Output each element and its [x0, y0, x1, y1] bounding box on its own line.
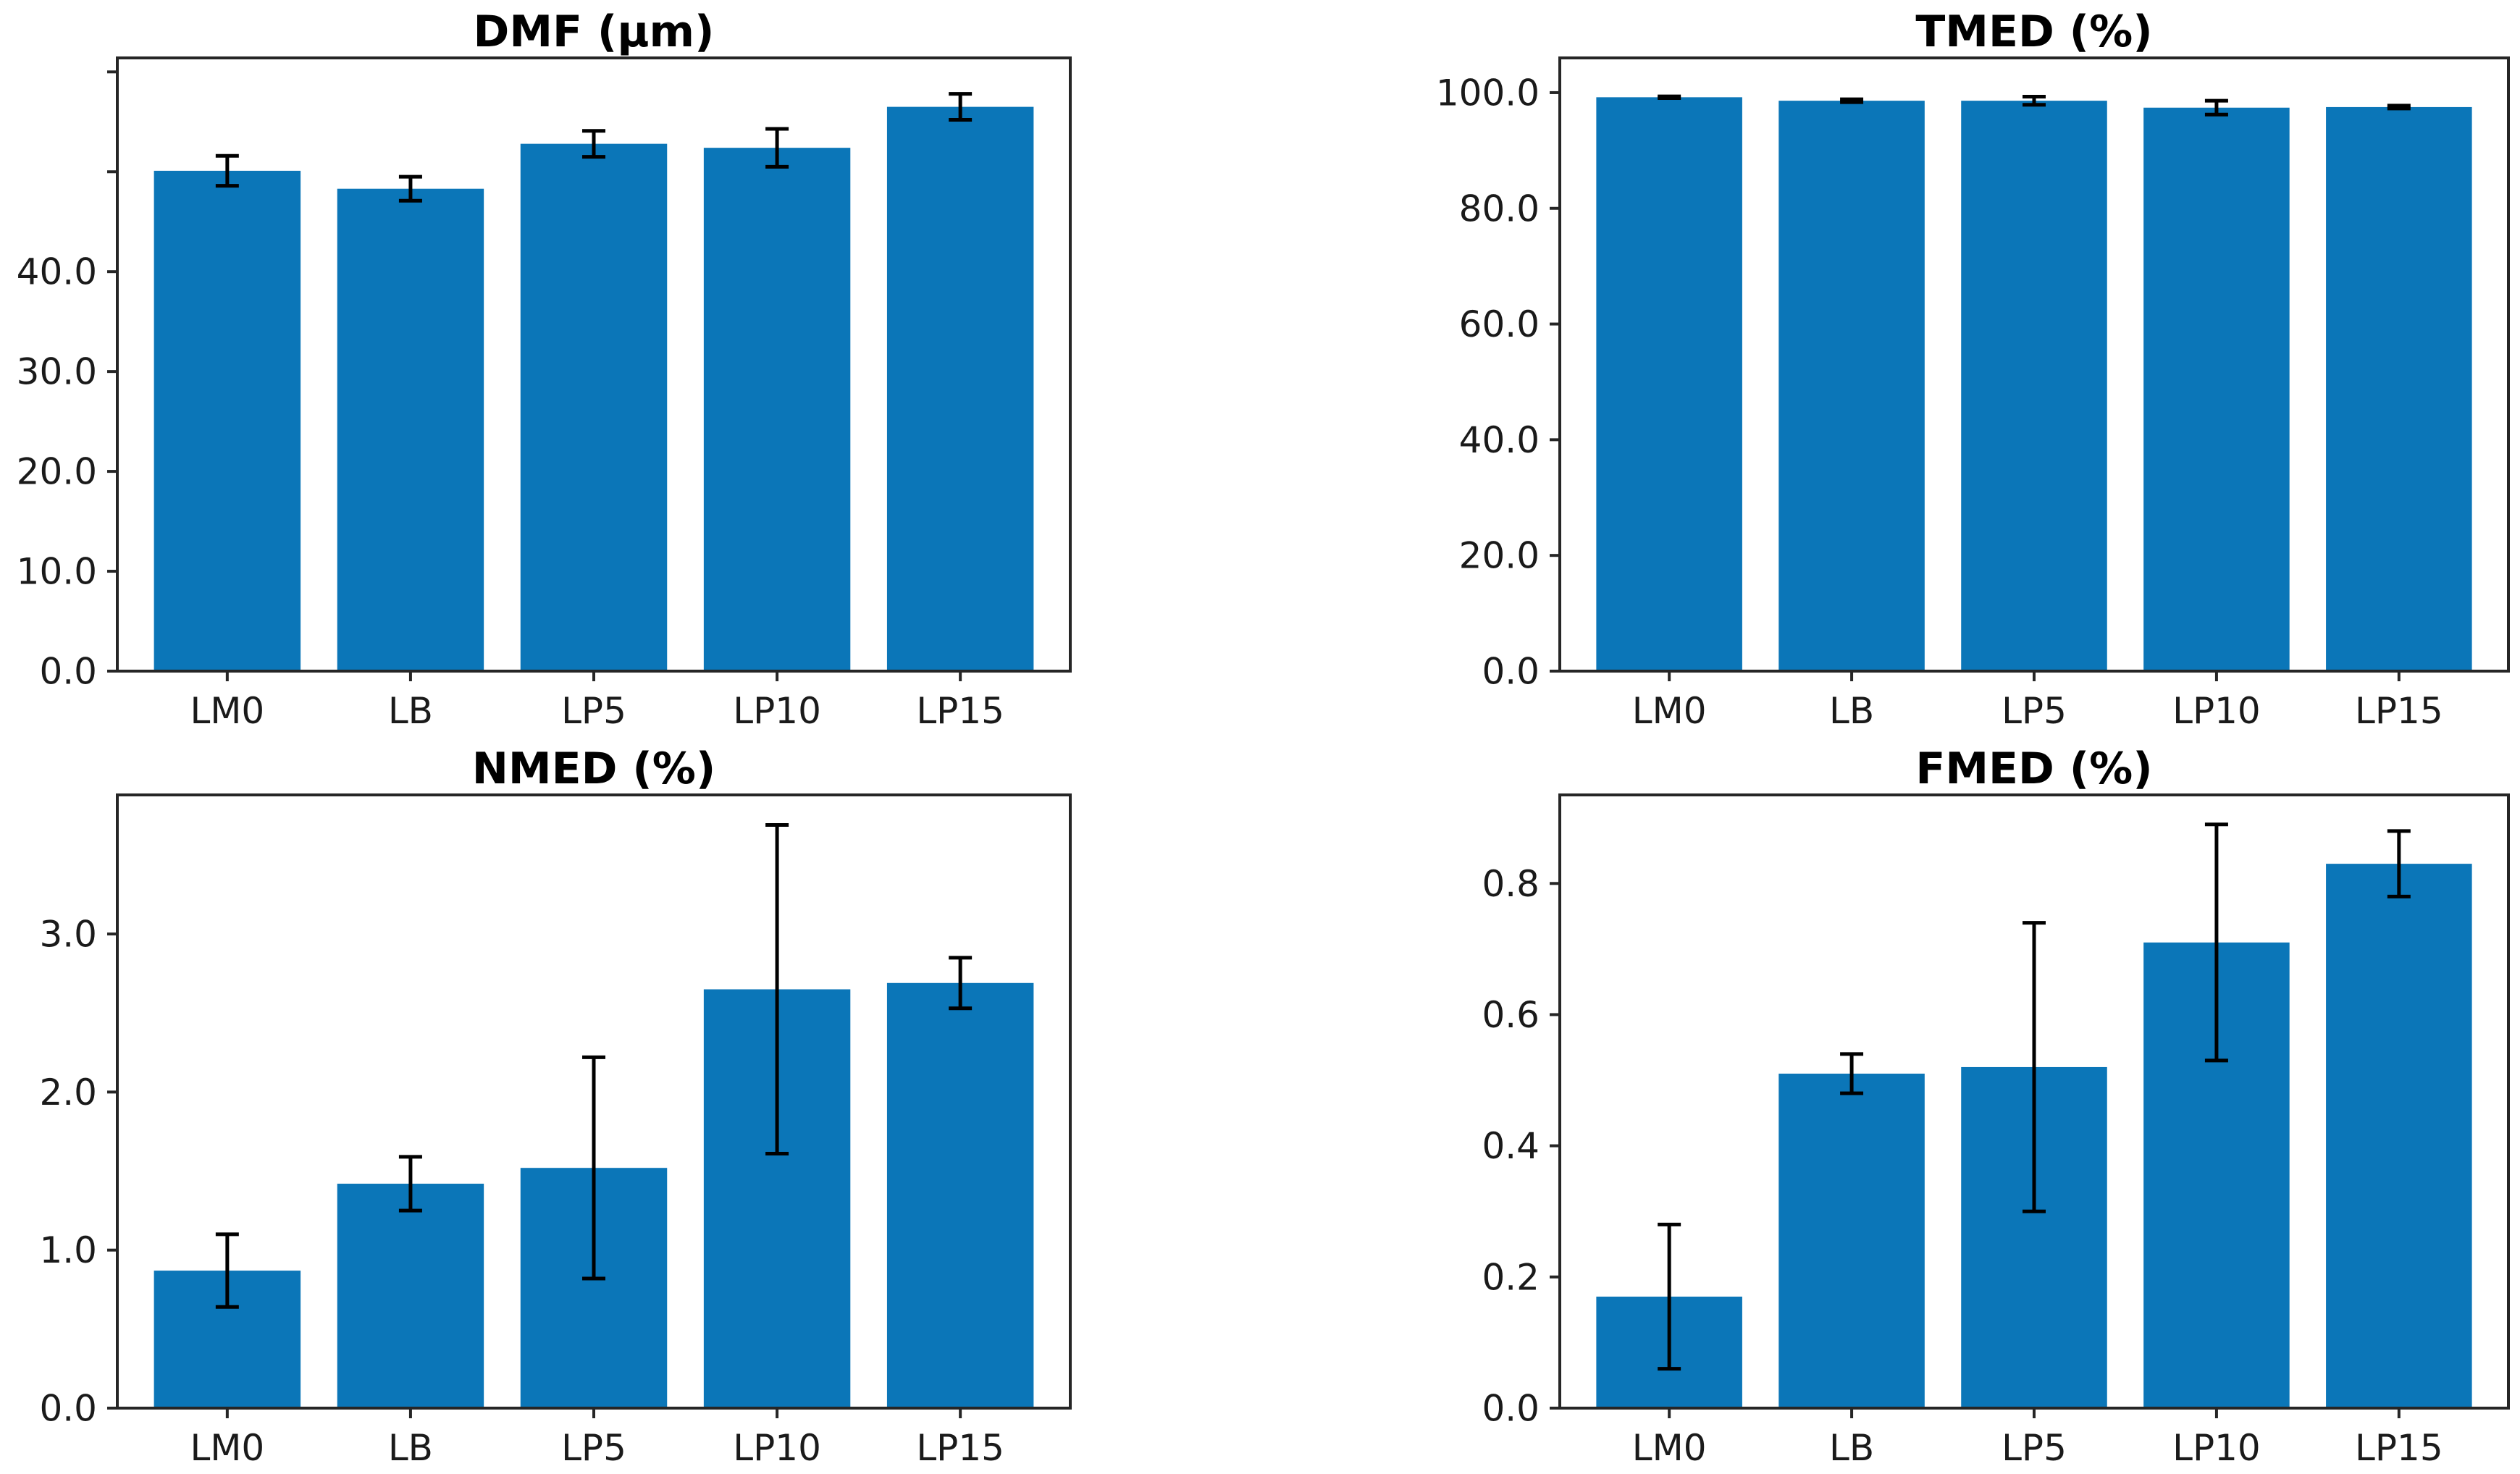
error-bar-nmed-LM0: [215, 1232, 239, 1309]
bar-tmed-LM0: [1596, 97, 1742, 672]
y-tick-label-tmed: 60.0: [1459, 303, 1540, 345]
x-tick-label-fmed-LP10: LP10: [2172, 1427, 2261, 1469]
y-tick-label-dmf: 10.0: [17, 551, 97, 593]
chart-nmed: 0.0 1.0 2.0 3.0 LM0 LB LP5 LP10 LP15 NMED (%): [0, 737, 1260, 1474]
y-tick-label-nmed: 0.0: [39, 1388, 97, 1430]
bar-nmed-LP15: [886, 982, 1034, 1408]
bar-fmed-LB: [1778, 1074, 1925, 1408]
x-tick-label-tmed-LP5: LP5: [2002, 690, 2067, 732]
chart-fmed: 0.0 0.2 0.4 0.6 0.8 LM0 LB LP5 LP10 LP15 FMED (%): [1260, 737, 2520, 1474]
x-tick-label-dmf-LP15: LP15: [916, 690, 1004, 732]
bar-nmed-LB: [337, 1184, 484, 1408]
x-tick-label-dmf-LB: LB: [388, 690, 433, 732]
x-tick-label-fmed-LB: LB: [1829, 1427, 1874, 1469]
bar-tmed-LP15: [2326, 106, 2472, 672]
x-tick-label-fmed-LP5: LP5: [2002, 1427, 2067, 1469]
y-tick-label-tmed: 100.0: [1436, 72, 1540, 114]
bar-dmf-LP15: [886, 106, 1034, 671]
error-bar-dmf-LP5: [582, 129, 605, 159]
y-tick-label-dmf: 0.0: [39, 651, 97, 693]
chart-svg-tmed: 0.0 20.0 40.0 60.0 80.0 100.0 LM0 LB LP5 LP10 LP15…: [1436, 7, 2510, 732]
x-tick-label-fmed-LM0: LM0: [1632, 1427, 1707, 1469]
x-tick-label-tmed-LM0: LM0: [1632, 690, 1707, 732]
bar-dmf-LP10: [703, 148, 851, 672]
y-tick-label-tmed: 20.0: [1459, 535, 1540, 577]
error-bar-dmf-LP15: [949, 92, 973, 122]
x-tick-label-dmf-LP5: LP5: [561, 690, 626, 732]
error-bar-dmf-LB: [398, 174, 422, 203]
y-tick-label-dmf: 20.0: [17, 451, 97, 493]
error-bar-fmed-LP10: [2204, 822, 2228, 1063]
error-bar-nmed-LP10: [765, 822, 789, 1156]
error-bar-fmed-LP5: [2023, 921, 2046, 1213]
error-bar-dmf-LM0: [215, 153, 239, 188]
error-bar-nmed-LP15: [949, 956, 973, 1011]
y-tick-label-dmf: 30.0: [17, 351, 97, 393]
error-bar-nmed-LB: [398, 1155, 422, 1213]
y-tick-label-nmed: 3.0: [39, 914, 97, 956]
y-tick-label-tmed: 80.0: [1459, 188, 1540, 229]
y-tick-label-tmed: 0.0: [1482, 651, 1540, 693]
x-tick-label-dmf-LM0: LM0: [190, 690, 264, 732]
x-tick-label-nmed-LP5: LP5: [561, 1427, 626, 1469]
x-tick-label-nmed-LP10: LP10: [733, 1427, 821, 1469]
error-bar-tmed-LP15: [2387, 104, 2411, 111]
error-bar-tmed-LP5: [2023, 95, 2046, 107]
x-tick-label-dmf-LP10: LP10: [733, 690, 821, 732]
y-tick-label-nmed: 1.0: [39, 1229, 97, 1271]
error-bar-fmed-LB: [1840, 1052, 1864, 1095]
y-tick-label-dmf: 40.0: [17, 251, 97, 293]
x-tick-label-nmed-LM0: LM0: [190, 1427, 264, 1469]
chart-title-fmed: FMED (%): [1915, 744, 2152, 794]
x-tick-label-tmed-LP10: LP10: [2172, 690, 2261, 732]
y-tick-label-fmed: 0.0: [1482, 1388, 1540, 1430]
x-tick-label-fmed-LP15: LP15: [2355, 1427, 2443, 1469]
x-tick-label-nmed-LP15: LP15: [916, 1427, 1004, 1469]
chart-svg-dmf: 0.0 10.0 20.0 30.0 40.0 LM0 LB LP5 LP10 LP15 DMF (…: [17, 7, 1072, 732]
error-bar-dmf-LP10: [765, 127, 789, 169]
chart-svg-nmed: 0.0 1.0 2.0 3.0 LM0 LB LP5 LP10 LP15 NMED (%): [39, 744, 1072, 1469]
chart-title-nmed: NMED (%): [472, 744, 716, 794]
chart-title-tmed: TMED (%): [1915, 7, 2152, 57]
error-bar-nmed-LP5: [582, 1055, 605, 1281]
chart-tmed: 0.0 20.0 40.0 60.0 80.0 100.0 LM0 LB LP5 LP10 LP15…: [1260, 0, 2520, 737]
x-tick-label-tmed-LP15: LP15: [2355, 690, 2443, 732]
error-bar-tmed-LM0: [1658, 94, 1681, 101]
bar-dmf-LB: [337, 188, 484, 671]
y-tick-label-fmed: 0.6: [1482, 994, 1540, 1036]
bar-tmed-LB: [1778, 101, 1925, 671]
chart-svg-fmed: 0.0 0.2 0.4 0.6 0.8 LM0 LB LP5 LP10 LP15 FMED (%): [1482, 744, 2510, 1469]
y-tick-label-fmed: 0.2: [1482, 1256, 1540, 1298]
error-bar-tmed-LP10: [2204, 98, 2228, 117]
bar-fmed-LP15: [2326, 864, 2472, 1408]
y-tick-label-fmed: 0.4: [1482, 1125, 1540, 1167]
error-bar-tmed-LB: [1840, 97, 1864, 104]
error-bar-fmed-LP15: [2387, 829, 2411, 898]
y-tick-label-tmed: 40.0: [1459, 419, 1540, 461]
bar-tmed-LP10: [2143, 107, 2290, 671]
chart-dmf: 0.0 10.0 20.0 30.0 40.0 LM0 LB LP5 LP10 LP15 DMF (…: [0, 0, 1260, 737]
y-tick-label-fmed: 0.8: [1482, 863, 1540, 905]
bar-dmf-LP5: [520, 143, 668, 671]
y-tick-label-nmed: 2.0: [39, 1071, 97, 1113]
x-tick-label-tmed-LB: LB: [1829, 690, 1874, 732]
bar-tmed-LP5: [1961, 101, 2107, 671]
chart-title-dmf: DMF (μm): [474, 7, 715, 57]
bar-dmf-LM0: [154, 170, 301, 671]
error-bar-fmed-LM0: [1658, 1222, 1681, 1371]
x-tick-label-nmed-LB: LB: [388, 1427, 433, 1469]
